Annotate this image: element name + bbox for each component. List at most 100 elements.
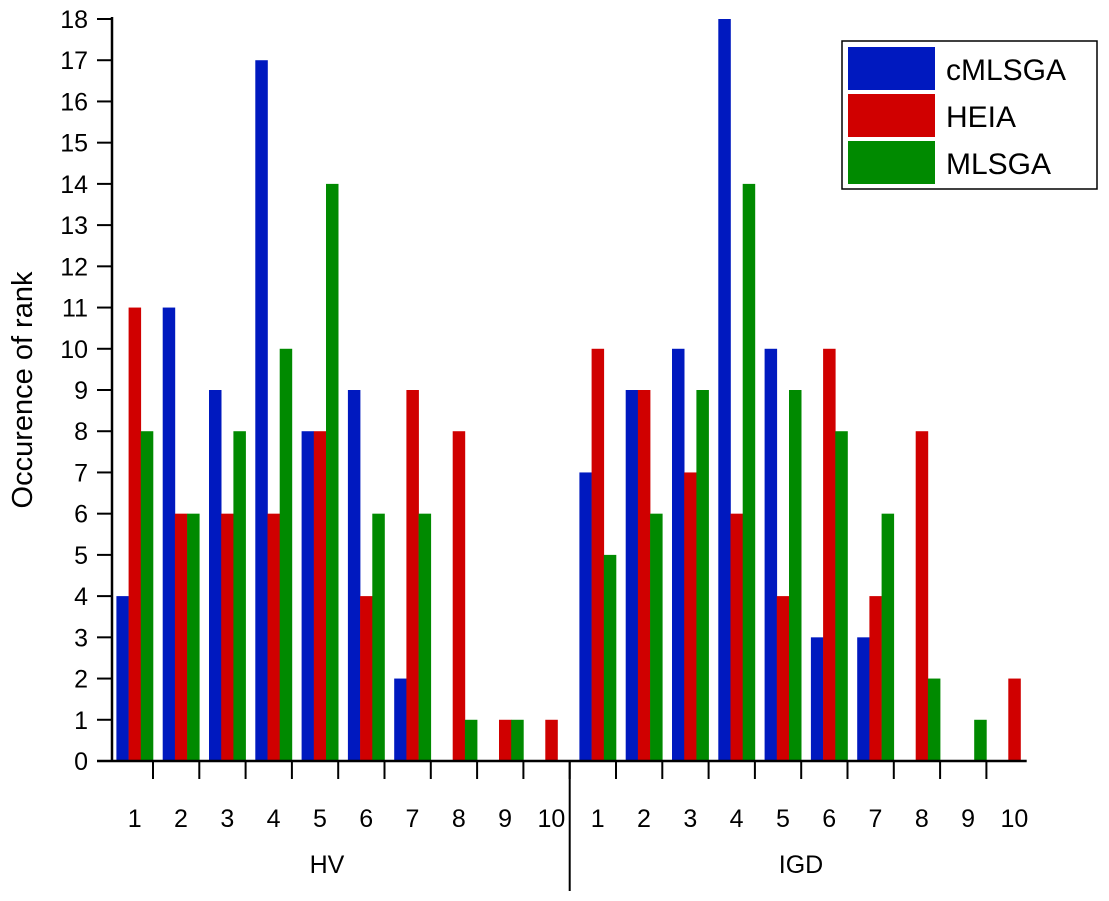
bar-mlsga-5 bbox=[326, 183, 339, 761]
bar-heia-6 bbox=[360, 596, 373, 761]
bar-mlsga-2 bbox=[187, 513, 200, 761]
y-tick-label-11: 11 bbox=[62, 295, 88, 323]
legend-swatch-cmlsga bbox=[848, 47, 935, 90]
x-tick-label-hv-9: 9 bbox=[498, 805, 512, 833]
x-tick-label-hv-5: 5 bbox=[313, 805, 327, 833]
y-tick-label-9: 9 bbox=[74, 377, 88, 405]
x-tick-label-igd-2: 2 bbox=[637, 805, 651, 833]
x-tick-label-hv-2: 2 bbox=[174, 805, 188, 833]
bar-mlsga-1 bbox=[140, 431, 154, 761]
bar-cmlsga-2 bbox=[162, 307, 176, 761]
bar-mlsga-7 bbox=[418, 513, 432, 761]
bar-mlsga-13 bbox=[696, 390, 709, 761]
bar-cmlsga-13 bbox=[672, 348, 685, 761]
x-tick-label-igd-10: 10 bbox=[1000, 805, 1028, 833]
group-label-igd: IGD bbox=[779, 851, 823, 879]
legend-label-heia: HEIA bbox=[946, 101, 1016, 134]
bar-heia-13 bbox=[684, 472, 697, 761]
x-tick-label-igd-5: 5 bbox=[776, 805, 790, 833]
bar-cmlsga-4 bbox=[255, 60, 268, 761]
bar-cmlsga-12 bbox=[625, 390, 639, 761]
bar-cmlsga-3 bbox=[209, 390, 222, 761]
y-axis-label: Occurence of rank bbox=[7, 271, 39, 508]
bar-mlsga-19 bbox=[974, 719, 987, 761]
y-tick-label-17: 17 bbox=[60, 47, 88, 75]
bar-heia-7 bbox=[406, 390, 419, 761]
y-tick-label-2: 2 bbox=[74, 666, 88, 694]
bar-heia-9 bbox=[499, 719, 512, 761]
bar-mlsga-11 bbox=[603, 554, 617, 761]
x-tick-label-igd-3: 3 bbox=[683, 805, 697, 833]
y-tick-label-10: 10 bbox=[60, 336, 88, 364]
bar-cmlsga-7 bbox=[394, 678, 407, 761]
bar-mlsga-4 bbox=[279, 348, 293, 761]
x-tick-label-igd-8: 8 bbox=[915, 805, 929, 833]
group-label-hv: HV bbox=[310, 851, 345, 879]
bar-cmlsga-6 bbox=[347, 390, 361, 761]
bar-heia-12 bbox=[637, 390, 651, 761]
y-tick-label-16: 16 bbox=[60, 88, 88, 116]
bar-heia-20 bbox=[1008, 678, 1021, 761]
legend-label-cmlsga: cMLSGA bbox=[946, 54, 1066, 87]
legend-swatch-heia bbox=[848, 94, 935, 137]
bar-mlsga-12 bbox=[650, 513, 663, 761]
bar-heia-4 bbox=[267, 513, 280, 761]
x-tick-label-igd-1: 1 bbox=[591, 805, 605, 833]
bar-mlsga-8 bbox=[464, 719, 478, 761]
bar-heia-15 bbox=[776, 596, 790, 761]
bar-heia-18 bbox=[915, 431, 929, 761]
bar-mlsga-18 bbox=[927, 678, 941, 761]
x-tick-label-igd-4: 4 bbox=[730, 805, 744, 833]
bar-mlsga-3 bbox=[233, 431, 246, 761]
y-tick-label-6: 6 bbox=[74, 501, 88, 529]
bar-cmlsga-14 bbox=[718, 19, 731, 761]
bar-cmlsga-5 bbox=[301, 431, 315, 761]
bar-mlsga-15 bbox=[789, 390, 802, 761]
x-tick-label-hv-6: 6 bbox=[359, 805, 373, 833]
bar-heia-1 bbox=[128, 307, 142, 761]
bar-mlsga-6 bbox=[372, 513, 385, 761]
y-tick-label-18: 18 bbox=[60, 6, 88, 34]
x-tick-label-igd-9: 9 bbox=[961, 805, 975, 833]
x-tick-label-hv-8: 8 bbox=[452, 805, 466, 833]
y-tick-label-1: 1 bbox=[74, 707, 88, 735]
y-tick-label-12: 12 bbox=[60, 253, 88, 281]
y-tick-label-5: 5 bbox=[74, 542, 88, 570]
bar-heia-10 bbox=[545, 719, 558, 761]
bar-mlsga-17 bbox=[881, 513, 895, 761]
x-tick-label-hv-10: 10 bbox=[537, 805, 565, 833]
y-tick-label-4: 4 bbox=[74, 583, 88, 611]
x-tick-label-hv-7: 7 bbox=[406, 805, 420, 833]
bar-cmlsga-15 bbox=[764, 348, 778, 761]
bar-heia-11 bbox=[591, 348, 605, 761]
legend-label-mlsga: MLSGA bbox=[946, 148, 1051, 181]
x-tick-label-igd-7: 7 bbox=[869, 805, 883, 833]
bar-cmlsga-11 bbox=[579, 472, 592, 761]
bar-mlsga-9 bbox=[511, 719, 524, 761]
y-tick-label-8: 8 bbox=[74, 418, 88, 446]
bar-heia-8 bbox=[452, 431, 466, 761]
bar-cmlsga-1 bbox=[116, 596, 129, 761]
bar-heia-2 bbox=[174, 513, 188, 761]
bar-heia-16 bbox=[823, 348, 836, 761]
bar-heia-14 bbox=[730, 513, 743, 761]
y-tick-label-7: 7 bbox=[74, 459, 88, 487]
bars-layer bbox=[116, 19, 1021, 761]
legend-swatch-mlsga bbox=[848, 141, 935, 184]
x-tick-label-hv-4: 4 bbox=[267, 805, 281, 833]
bar-heia-5 bbox=[313, 431, 327, 761]
x-tick-label-hv-3: 3 bbox=[220, 805, 234, 833]
x-tick-label-hv-1: 1 bbox=[128, 805, 142, 833]
y-tick-label-0: 0 bbox=[74, 748, 88, 776]
bar-heia-17 bbox=[869, 596, 882, 761]
x-tick-label-igd-6: 6 bbox=[822, 805, 836, 833]
bar-cmlsga-17 bbox=[857, 637, 870, 761]
legend: cMLSGA HEIA MLSGA bbox=[841, 40, 1098, 190]
y-tick-label-3: 3 bbox=[74, 624, 88, 652]
bar-mlsga-14 bbox=[742, 183, 756, 761]
bar-mlsga-16 bbox=[835, 431, 848, 761]
y-tick-label-15: 15 bbox=[60, 130, 88, 158]
y-tick-label-14: 14 bbox=[60, 171, 88, 199]
